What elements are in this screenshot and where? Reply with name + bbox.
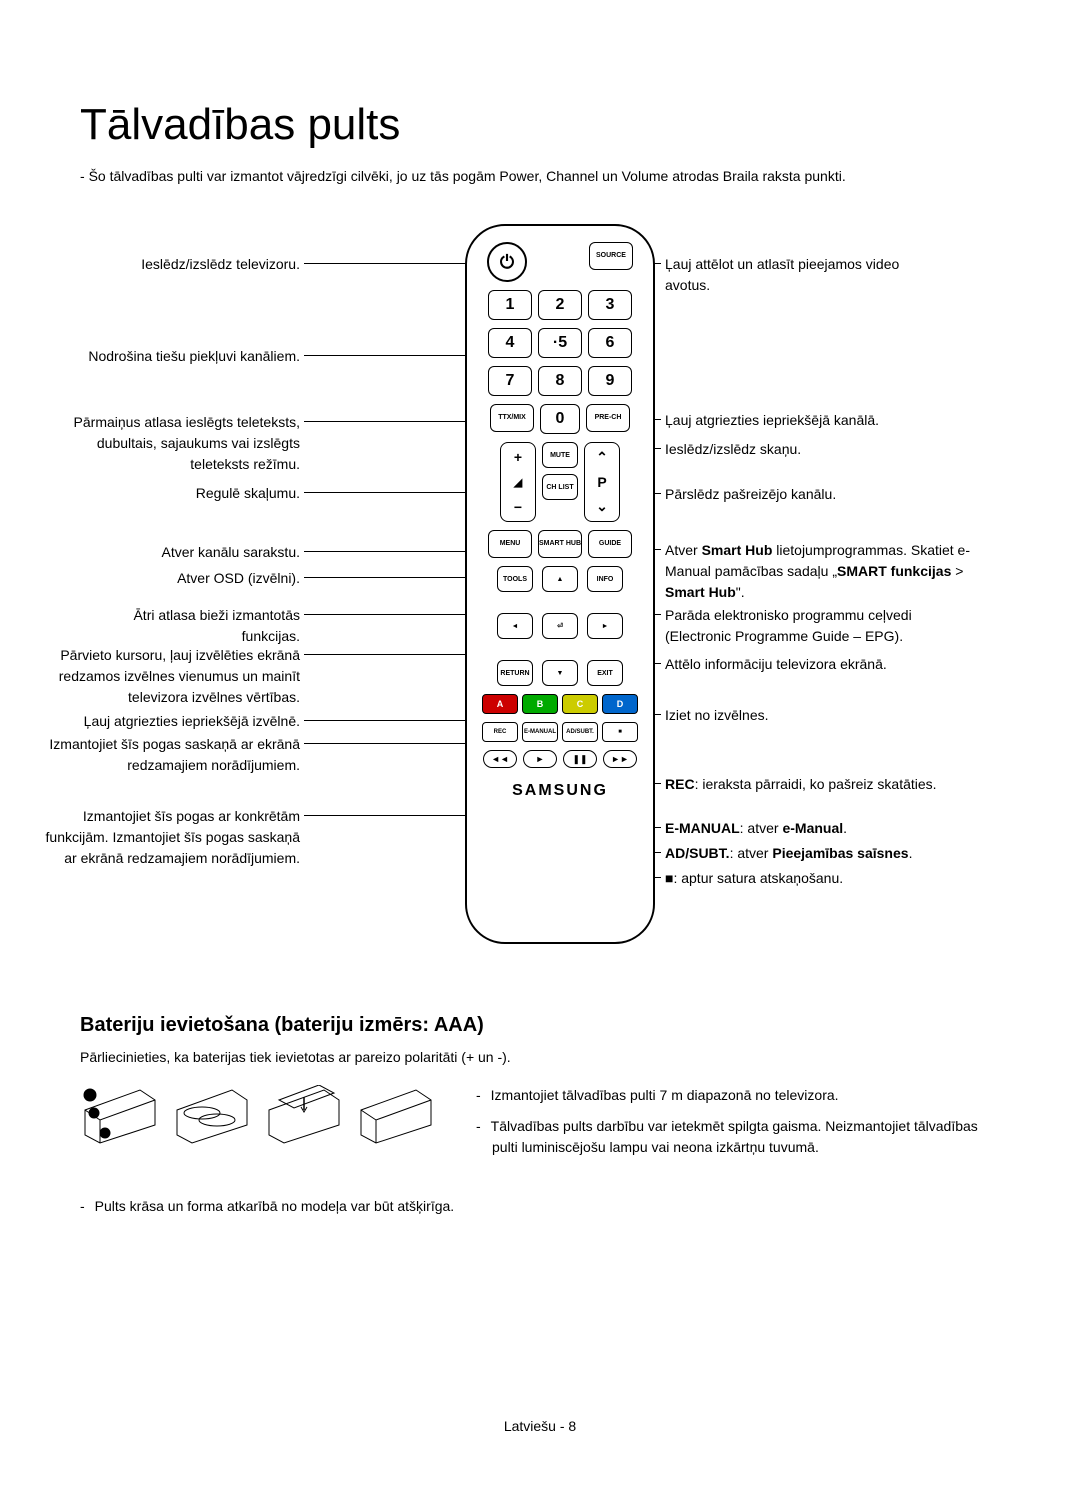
remote-label: Ļauj attēlot un atlasīt pieejamos video … [665, 254, 945, 296]
battery-images: 1 2 3 [80, 1085, 436, 1168]
rec-row: REC E-MANUAL AD/SUBT. ■ [482, 722, 638, 742]
remote-label: Attēlo informāciju televizora ekrānā. [665, 654, 887, 675]
remote-label: Ieslēdz/izslēdz televizoru. [141, 254, 300, 275]
battery-step-3 [264, 1085, 344, 1145]
mute-button[interactable]: MUTE [542, 442, 578, 468]
pre-ch-button[interactable]: PRE-CH [586, 404, 630, 432]
num-4[interactable]: 4 [488, 328, 532, 358]
intro-text: Šo tālvadības pulti var izmantot vājredz… [80, 168, 1000, 184]
exit-button[interactable]: EXIT [587, 660, 623, 686]
play-button[interactable]: ► [523, 750, 557, 768]
remote-label: E-MANUAL: atver e-Manual. [665, 818, 847, 839]
remote-label: Atver OSD (izvēlni). [177, 568, 300, 589]
rec-button[interactable]: REC [482, 722, 518, 742]
p-label: P [597, 474, 606, 490]
battery-section: Bateriju ievietošana (bateriju izmērs: A… [80, 1014, 1000, 1214]
up-button[interactable]: ▲ [542, 566, 578, 592]
remote-label: Atver kanālu sarakstu. [161, 542, 300, 563]
ttx-mix-button[interactable]: TTX/MIX [490, 404, 534, 432]
battery-step-1: 1 2 3 [80, 1085, 160, 1145]
remote-label: Atver Smart Hub lietojumprogrammas. Skat… [665, 540, 975, 603]
battery-subtext: Pārliecinieties, ka baterijas tiek ievie… [80, 1049, 1000, 1065]
left-button[interactable]: ◄ [497, 613, 533, 639]
remote-label: ■: aptur satura atskaņošanu. [665, 868, 843, 889]
down-button[interactable]: ▼ [542, 660, 578, 686]
play-row: ◄◄ ► ❚❚ ►► [483, 750, 637, 768]
info-button[interactable]: INFO [587, 566, 623, 592]
battery-heading: Bateriju ievietošana (bateriju izmērs: A… [80, 1014, 1000, 1037]
guide-button[interactable]: GUIDE [588, 530, 632, 558]
remote-label: Izmantojiet šīs pogas saskaņā ar ekrānā … [40, 734, 300, 776]
vol-down-icon: − [514, 499, 522, 515]
remote-label: Parāda elektronisko programmu ceļvedi (E… [665, 605, 965, 647]
remote-label: Ļauj atgriezties iepriekšējā izvēlnē. [84, 711, 300, 732]
page-title: Tālvadības pults [80, 100, 1000, 150]
remote-label: REC: ieraksta pārraidi, ko pašreiz skatā… [665, 774, 965, 795]
battery-step-4 [356, 1085, 436, 1145]
pause-button[interactable]: ❚❚ [563, 750, 597, 768]
remote-diagram: Ieslēdz/izslēdz televizoru. Nodrošina tie… [80, 224, 1000, 964]
page-footer: Latviešu - 8 [0, 1418, 1080, 1434]
ch-list-button[interactable]: CH LIST [542, 474, 578, 500]
remote-label: Pārslēdz pašreizējo kanālu. [665, 484, 836, 505]
tools-button[interactable]: TOOLS [497, 566, 533, 592]
battery-step-2 [172, 1085, 252, 1145]
enter-button[interactable]: ⏎ [542, 613, 578, 639]
remote-label: Pārvieto kursoru, ļauj izvēlēties ekrānā… [40, 645, 300, 708]
num-9[interactable]: 9 [588, 366, 632, 396]
ff-button[interactable]: ►► [603, 750, 637, 768]
channel-rocker[interactable]: ⌃ P ⌄ [584, 442, 620, 522]
svg-text:1: 1 [88, 1091, 93, 1100]
right-button[interactable]: ► [587, 613, 623, 639]
svg-text:3: 3 [103, 1131, 107, 1138]
remote-label: Pārmaiņus atlasa ieslēgts teleteksts, du… [40, 412, 300, 475]
remote-label: Nodrošina tiešu piekļuvi kanāliem. [88, 346, 300, 367]
remote-label: AD/SUBT.: atver Pieejamības saīsnes. [665, 843, 912, 864]
battery-notes: Izmantojiet tālvadības pulti 7 m diapazo… [476, 1085, 1000, 1168]
ad-subt-button[interactable]: AD/SUBT. [562, 722, 598, 742]
c-button[interactable]: C [562, 694, 598, 714]
samsung-logo: SAMSUNG [512, 782, 608, 800]
remote-body: ⏻ SOURCE 1 2 3 4 ·5 6 7 8 9 TTX/MIX 0 [465, 224, 655, 944]
remote-label: Ātri atlasa bieži izmantotās funkcijas. [80, 605, 300, 647]
return-button[interactable]: RETURN [497, 660, 533, 686]
smart-hub-button[interactable]: SMART HUB [538, 530, 582, 558]
e-manual-button[interactable]: E-MANUAL [522, 722, 558, 742]
num-8[interactable]: 8 [538, 366, 582, 396]
volume-rocker[interactable]: + ◢ − [500, 442, 536, 522]
remote-label: Iziet no izvēlnes. [665, 705, 769, 726]
rewind-button[interactable]: ◄◄ [483, 750, 517, 768]
num-3[interactable]: 3 [588, 290, 632, 320]
final-note: Pults krāsa un forma atkarībā no modeļa … [80, 1198, 1000, 1214]
d-pad: TOOLS ▲ INFO ◄ ⏎ ► RETURN ▼ EXIT [485, 566, 635, 686]
remote-label: Ļauj atgriezties iepriekšējā kanālā. [665, 410, 879, 431]
source-button[interactable]: SOURCE [589, 242, 633, 270]
battery-note-1: Izmantojiet tālvadības pulti 7 m diapazo… [476, 1085, 1000, 1106]
battery-note-2: Tālvadības pults darbību var ietekmēt sp… [476, 1116, 1000, 1158]
num-0[interactable]: 0 [540, 404, 580, 434]
d-button[interactable]: D [602, 694, 638, 714]
svg-text:2: 2 [92, 1111, 96, 1118]
vol-up-icon: + [514, 449, 522, 465]
num-6[interactable]: 6 [588, 328, 632, 358]
stop-button[interactable]: ■ [602, 722, 638, 742]
remote-label: Izmantojiet šīs pogas ar konkrētām funkc… [40, 806, 300, 869]
remote-label: Regulē skaļumu. [196, 483, 300, 504]
a-button[interactable]: A [482, 694, 518, 714]
num-1[interactable]: 1 [488, 290, 532, 320]
num-2[interactable]: 2 [538, 290, 582, 320]
num-5[interactable]: ·5 [538, 328, 582, 358]
power-button[interactable]: ⏻ [487, 242, 527, 282]
remote-label: Ieslēdz/izslēdz skaņu. [665, 439, 801, 460]
menu-button[interactable]: MENU [488, 530, 532, 558]
color-buttons: A B C D [482, 694, 638, 714]
b-button[interactable]: B [522, 694, 558, 714]
num-7[interactable]: 7 [488, 366, 532, 396]
